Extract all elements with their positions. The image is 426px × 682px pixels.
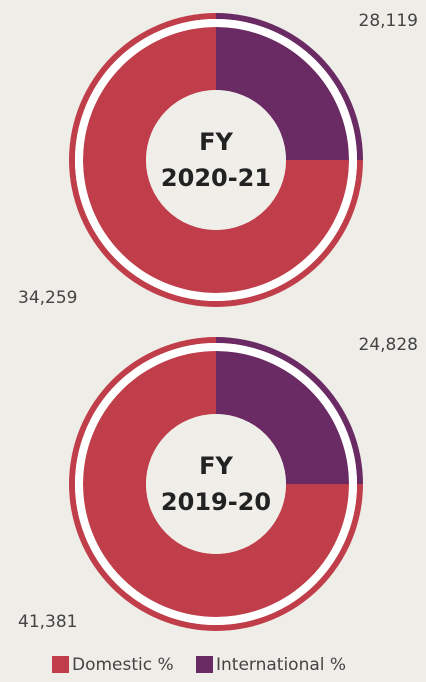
center-label: 2019-20 (161, 488, 271, 516)
legend-swatch (196, 656, 213, 673)
donut-hole (146, 90, 286, 230)
center-label: FY (199, 128, 233, 156)
center-label: FY (199, 452, 233, 480)
donut-segment (83, 351, 349, 617)
donut-hole (146, 414, 286, 554)
donut-gap (75, 19, 357, 301)
donut-gap (75, 343, 357, 625)
total-label: 41,381 (18, 612, 77, 632)
legend-label: Domestic % (72, 655, 174, 675)
donut-segment (83, 27, 349, 293)
donut-segment (216, 27, 349, 160)
total-label: 34,259 (18, 288, 77, 308)
donut-segment (216, 351, 349, 484)
center-label: 2020-21 (161, 164, 271, 192)
total-label: 24,828 (359, 335, 418, 355)
legend-label: International % (216, 655, 346, 675)
legend-swatch (52, 656, 69, 673)
total-label: 28,119 (359, 11, 418, 31)
